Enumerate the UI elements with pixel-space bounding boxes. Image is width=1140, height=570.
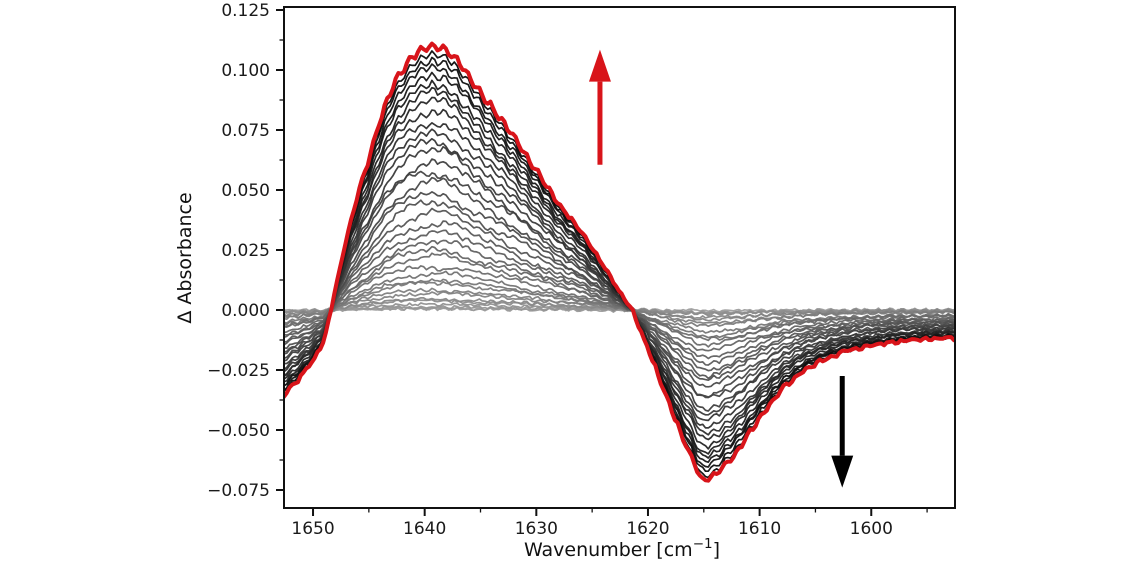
spectrum-trace [285, 79, 954, 459]
increase-arrow-icon [588, 49, 611, 82]
spectrum-trace [285, 245, 954, 352]
spectrum-trace [285, 86, 954, 455]
decrease-arrow-icon [831, 455, 854, 488]
x-axis-label: Wavenumber [cm−1] [524, 536, 720, 561]
final-spectrum-trace [285, 41, 954, 483]
x-tick-label: 1600 [850, 519, 893, 539]
axes-ticks: 0.125 0.100 0.075 0.050 0.025 0.000 −0.025 −0.0… [207, 1, 928, 539]
x-tick-label: 1650 [291, 519, 334, 539]
plot-frame [283, 6, 956, 509]
y-tick-label: 0.050 [221, 181, 270, 201]
spectrum-trace [285, 176, 954, 399]
spectrum-trace [285, 96, 954, 450]
spectra-traces [285, 41, 954, 483]
y-axis-label: Δ Absorbance [174, 192, 196, 323]
x-tick-label: 1610 [738, 519, 781, 539]
spectrum-trace [285, 137, 954, 422]
y-tick-label: 0.100 [221, 61, 270, 81]
y-tick-label: 0.025 [221, 241, 270, 261]
x-tick-label: 1620 [626, 519, 669, 539]
y-tick-label: −0.050 [207, 421, 270, 441]
x-tick-label: 1640 [403, 519, 446, 539]
y-tick-label: 0.125 [221, 1, 270, 21]
spectrum-trace [285, 63, 954, 468]
y-tick-label: −0.075 [207, 481, 270, 501]
trend-arrows [588, 49, 854, 488]
x-tick-label: 1630 [515, 519, 558, 539]
y-tick-label: 0.075 [221, 121, 270, 141]
y-tick-label: 0.000 [221, 301, 270, 321]
y-tick-label: −0.025 [207, 361, 270, 381]
